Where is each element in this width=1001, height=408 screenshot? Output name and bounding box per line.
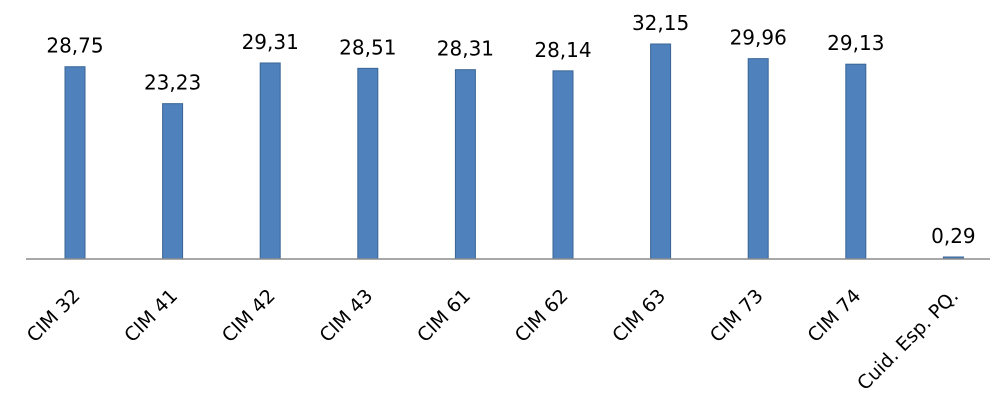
bar-2 — [162, 103, 184, 260]
x-tick-labels-group: CIM 32 CIM 41 CIM 42 CIM 43 CIM 61 CIM 62 CIM … — [23, 285, 963, 395]
x-tick-label-1: CIM 32 — [23, 285, 85, 347]
x-tick-label-7: CIM 63 — [608, 285, 670, 347]
bar-8 — [747, 58, 769, 260]
value-label-4: 28,51 — [339, 35, 396, 59]
value-label-10: 0,29 — [931, 224, 976, 248]
value-label-9: 29,13 — [827, 31, 884, 55]
value-label-5: 28,31 — [437, 37, 494, 61]
value-label-7: 32,15 — [632, 11, 689, 35]
x-tick-label-2: CIM 41 — [120, 285, 182, 347]
value-label-3: 29,31 — [242, 30, 299, 54]
value-label-2: 23,23 — [144, 71, 201, 95]
bar-4 — [357, 67, 379, 260]
value-label-8: 29,96 — [730, 26, 787, 50]
x-tick-label-9: CIM 74 — [803, 285, 865, 347]
bar-1 — [64, 66, 86, 260]
bar-5 — [454, 69, 476, 260]
x-tick-label-8: CIM 73 — [706, 285, 768, 347]
bar-6 — [552, 70, 574, 260]
bar-3 — [259, 62, 281, 260]
value-label-6: 28,14 — [534, 38, 591, 62]
bar-9 — [845, 63, 867, 260]
bar-7 — [650, 43, 672, 260]
x-tick-label-4: CIM 43 — [315, 285, 377, 347]
x-tick-label-6: CIM 62 — [511, 285, 573, 347]
x-tick-label-3: CIM 42 — [218, 285, 280, 347]
bars-group — [64, 43, 964, 260]
x-tick-label-5: CIM 61 — [413, 285, 475, 347]
value-labels-group: 28,75 23,23 29,31 28,51 28,31 28,14 32,15 29,96… — [46, 11, 975, 248]
x-tick-label-10: Cuid. Esp. PQ. — [853, 285, 963, 395]
value-label-1: 28,75 — [46, 34, 103, 58]
